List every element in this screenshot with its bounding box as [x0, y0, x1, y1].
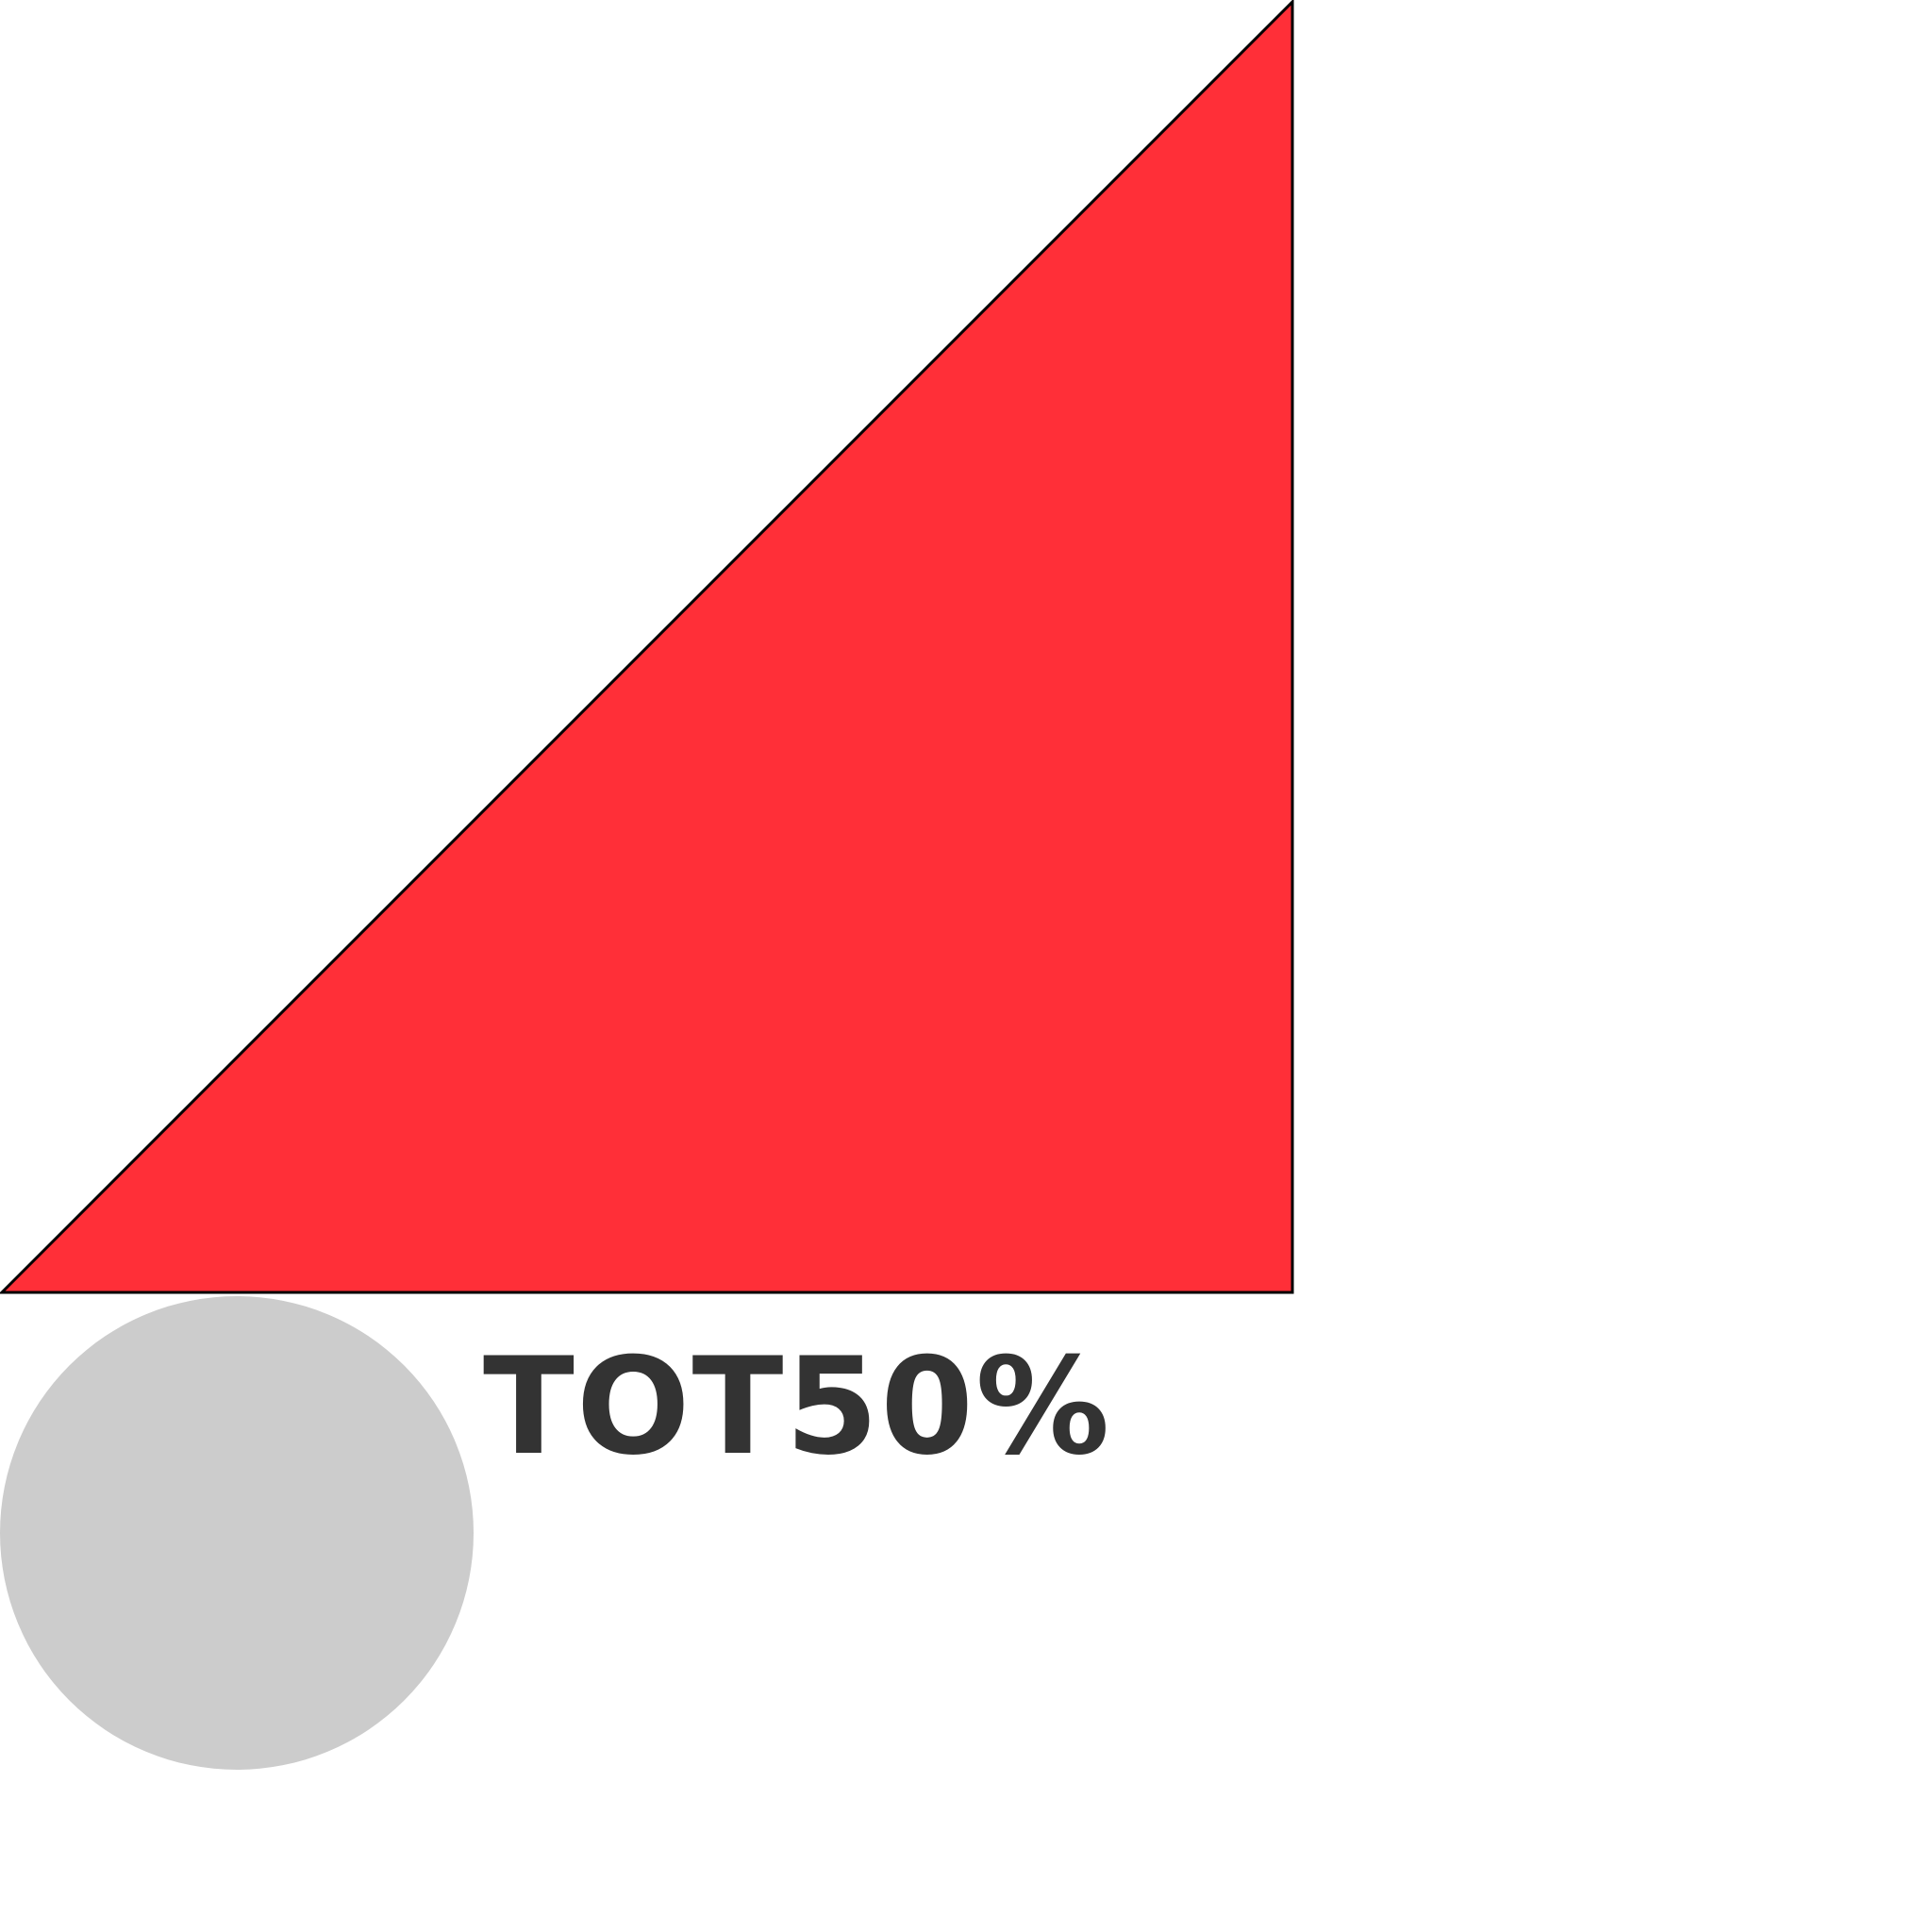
red-right-triangle — [0, 0, 1294, 1294]
gray-circle — [0, 1296, 474, 1770]
tot-percent-label: TOT50% — [483, 1329, 1111, 1485]
